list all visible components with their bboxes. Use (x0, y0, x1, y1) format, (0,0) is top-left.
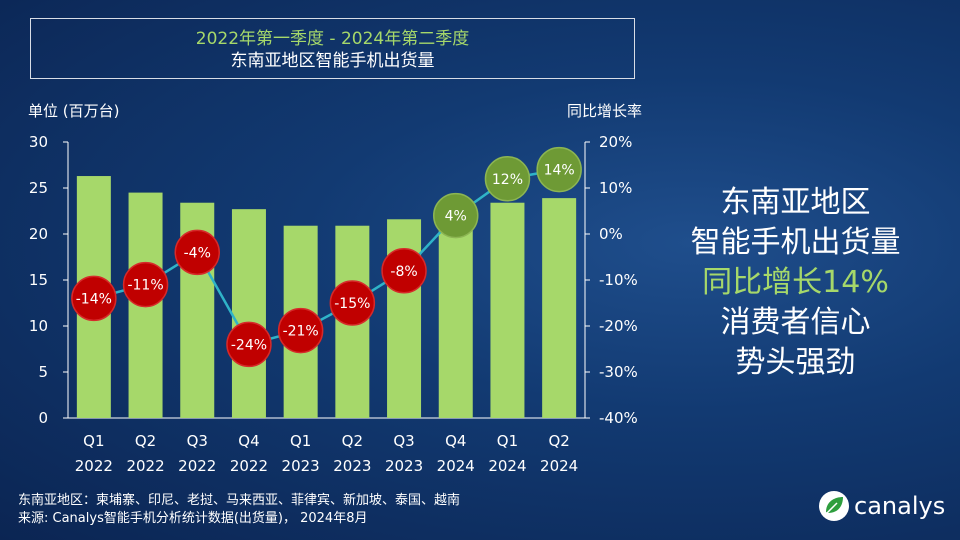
right-axis-caption: 同比增长率 (567, 102, 643, 120)
x-tick-label-quarter: Q1 (497, 432, 518, 450)
growth-rate-label: -4% (184, 245, 211, 261)
growth-rate-point (484, 156, 531, 202)
x-tick-label-year: 2022 (178, 457, 216, 475)
growth-rate-point (329, 280, 376, 326)
x-tick-label-quarter: Q2 (548, 432, 569, 450)
growth-rate-label: -14% (76, 291, 112, 307)
shipment-bar (490, 202, 525, 418)
growth-rate-point (122, 261, 169, 308)
growth-rate-point (174, 229, 220, 276)
right-y-tick-label: -40% (599, 409, 638, 427)
x-tick-label-year: 2022 (126, 457, 164, 475)
left-y-tick-label: 5 (38, 363, 48, 381)
growth-rate-point (536, 146, 582, 193)
canalys-leaf-icon (819, 491, 849, 521)
growth-rate-point (433, 192, 479, 239)
x-tick-label-year: 2024 (437, 457, 475, 475)
x-tick-label-quarter: Q3 (393, 432, 414, 450)
growth-rate-point (277, 307, 324, 354)
growth-rate-point (226, 321, 272, 368)
shipment-bar (438, 216, 473, 418)
left-y-tick-label: 30 (29, 133, 48, 151)
region-footnote: 东南亚地区：柬埔寨、印尼、老挝、马来西亚、菲律宾、新加坡、泰国、越南 (18, 493, 461, 508)
source-footnote: 来源: Canalys智能手机分析统计数据(出货量)， 2024年8月 (18, 511, 368, 526)
x-tick-label-quarter: Q1 (290, 432, 311, 450)
right-y-tick-label: -10% (599, 271, 638, 289)
left-axis-caption: 单位 (百万台) (28, 102, 120, 120)
x-tick-label-year: 2022 (230, 457, 268, 475)
x-tick-label-quarter: Q3 (187, 432, 208, 450)
growth-rate-label: -8% (390, 264, 417, 280)
x-tick-label-year: 2024 (488, 457, 526, 475)
left-y-tick-label: 25 (29, 179, 48, 197)
x-tick-label-year: 2024 (540, 457, 578, 475)
side-headline: 东南亚地区 智能手机出货量 同比增长14% 消费者信心 势头强劲 (668, 183, 923, 383)
canalys-logo-text: canalys (854, 492, 946, 520)
shipment-bar (231, 209, 266, 418)
canalys-logo: canalys (818, 488, 948, 528)
side-headline-line2: 智能手机出货量 (690, 225, 901, 260)
growth-rate-label: -24% (231, 337, 267, 353)
x-tick-label-year: 2023 (385, 457, 423, 475)
x-tick-label-quarter: Q1 (83, 432, 104, 450)
right-y-tick-label: -20% (599, 317, 638, 335)
right-y-tick-label: -30% (599, 363, 638, 381)
growth-rate-line (93, 168, 560, 346)
left-y-tick-label: 0 (38, 409, 48, 427)
growth-rate-label: 4% (445, 209, 467, 225)
right-y-tick-label: 20% (599, 133, 632, 151)
x-tick-label-year: 2023 (282, 457, 320, 475)
side-headline-growth: 同比增长14% (702, 265, 889, 300)
right-y-tick-label: 0% (599, 225, 623, 243)
x-tick-label-quarter: Q4 (445, 432, 466, 450)
shipment-bar (542, 198, 577, 418)
x-tick-label-quarter: Q2 (135, 432, 156, 450)
chart-title: 东南亚地区智能手机出货量 (230, 51, 435, 71)
x-tick-label-quarter: Q2 (342, 432, 363, 450)
x-tick-label-quarter: Q4 (238, 432, 259, 450)
x-tick-label-year: 2022 (75, 457, 113, 475)
growth-rate-label: 12% (492, 172, 523, 188)
side-headline-line4: 消费者信心 (720, 305, 871, 340)
side-headline-line1: 东南亚地区 (720, 185, 871, 220)
growth-rate-label: -15% (334, 296, 370, 312)
growth-rate-point (71, 275, 117, 322)
chart-title-period: 2022年第一季度 - 2024年第二季度 (195, 29, 470, 49)
left-y-tick-label: 15 (29, 271, 48, 289)
growth-rate-label: -21% (283, 324, 319, 340)
x-tick-label-year: 2023 (333, 457, 371, 475)
growth-rate-label: -11% (127, 278, 163, 294)
growth-rate-label: 14% (544, 163, 575, 179)
growth-rate-point (381, 248, 427, 294)
left-y-tick-label: 10 (29, 317, 48, 335)
left-y-tick-label: 20 (29, 225, 48, 243)
right-y-tick-label: 10% (599, 179, 632, 197)
side-headline-line5: 势头强劲 (735, 345, 856, 380)
chart-title-box: 2022年第一季度 - 2024年第二季度 东南亚地区智能手机出货量 (30, 18, 635, 79)
